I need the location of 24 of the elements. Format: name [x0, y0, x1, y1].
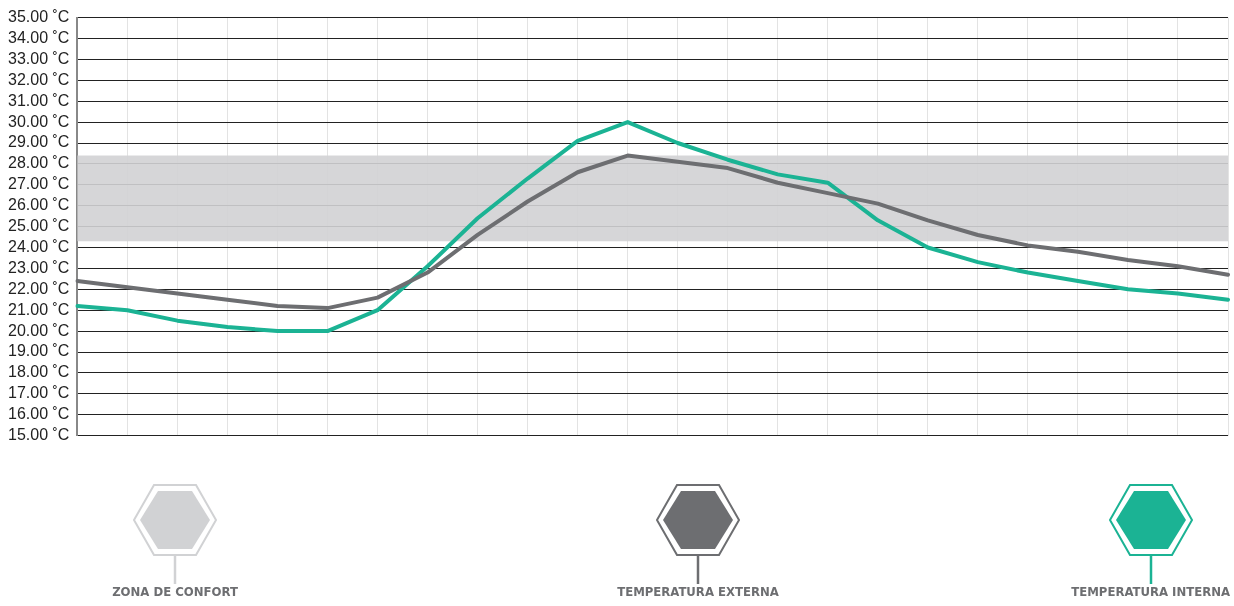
- y-tick-label: 16.00 ˚C: [7, 405, 70, 423]
- y-tick-label: 20.00 ˚C: [7, 321, 70, 339]
- y-tick-label: 31.00 ˚C: [7, 91, 70, 109]
- y-tick-label: 34.00 ˚C: [7, 28, 70, 46]
- y-tick-label: 26.00 ˚C: [7, 196, 70, 214]
- y-tick-label: 29.00 ˚C: [7, 133, 70, 151]
- y-tick-label: 28.00 ˚C: [7, 154, 70, 172]
- y-tick-label: 27.00 ˚C: [7, 175, 70, 193]
- y-tick-label: 17.00 ˚C: [7, 384, 70, 402]
- y-tick-label: 22.00 ˚C: [7, 279, 70, 297]
- legend-label: TEMPERATURA EXTERNA: [617, 584, 779, 599]
- y-tick-label: 24.00 ˚C: [7, 237, 70, 255]
- y-tick-label: 19.00 ˚C: [7, 342, 70, 360]
- y-tick-label: 30.00 ˚C: [7, 112, 70, 130]
- y-tick-label: 15.00 ˚C: [7, 426, 70, 444]
- y-tick-label: 21.00 ˚C: [7, 300, 70, 318]
- legend-label: TEMPERATURA INTERNA: [1071, 584, 1230, 599]
- y-tick-label: 33.00 ˚C: [7, 49, 70, 67]
- y-tick-label: 32.00 ˚C: [7, 70, 70, 88]
- y-tick-label: 23.00 ˚C: [7, 258, 70, 276]
- legend-label: ZONA DE CONFORT: [112, 584, 238, 599]
- y-tick-label: 18.00 ˚C: [7, 363, 70, 381]
- y-tick-label: 35.00 ˚C: [7, 8, 70, 26]
- y-tick-label: 25.00 ˚C: [7, 217, 70, 235]
